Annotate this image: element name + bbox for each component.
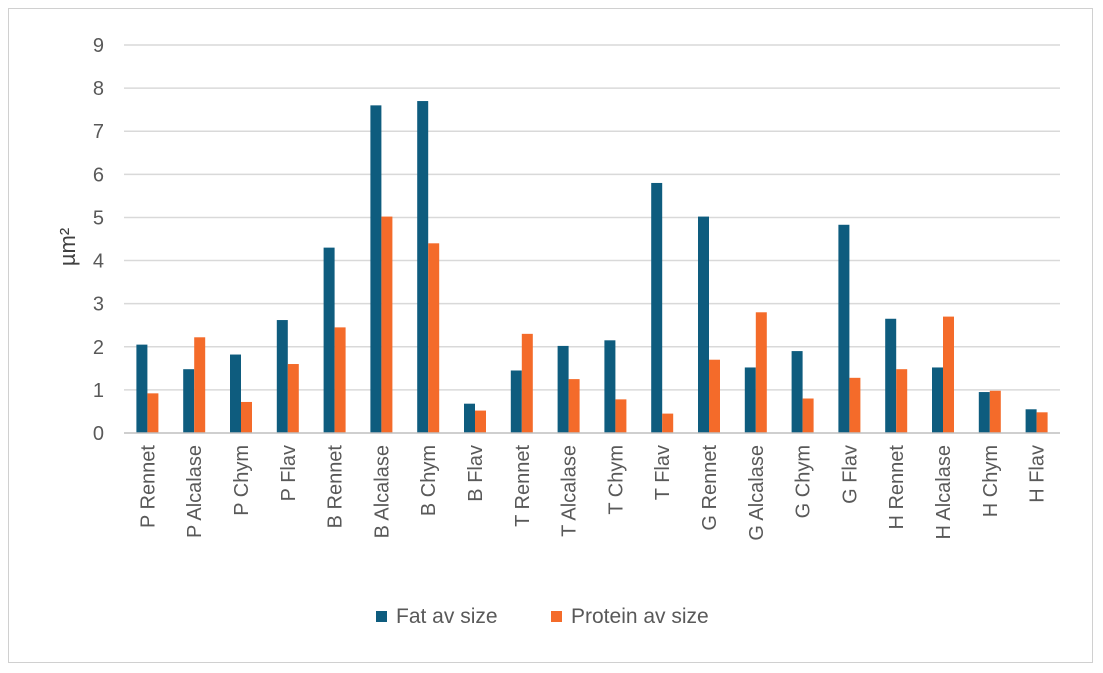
bar-fat-av-size [1025,409,1037,433]
bar-fat-av-size [276,320,288,433]
bar-fat-av-size [978,392,990,433]
bar-fat-av-size [604,340,616,433]
x-tick-label: T Chym [605,445,627,515]
bar-protein-av-size [194,337,206,433]
bar-fat-av-size [370,105,382,433]
bar-protein-av-size [1036,412,1048,433]
bar-protein-av-size [943,316,954,433]
bar-fat-av-size [885,318,897,433]
legend-swatch [376,611,387,622]
y-tick-label: 8 [93,78,104,100]
bar-fat-av-size [417,101,429,434]
y-tick-label: 0 [93,423,104,445]
bar-protein-av-size [521,333,533,433]
bar-fat-av-size [464,403,475,433]
bar-protein-av-size [989,390,1001,433]
y-axis-label: µm² [55,228,80,266]
bar-fat-av-size [230,354,241,433]
y-tick-label: 3 [93,294,104,316]
x-tick-label: T Rennet [512,445,534,527]
x-tick-label: H Rennet [886,445,908,530]
x-tick-label: T Flav [652,445,674,500]
bar-fat-av-size [183,369,195,433]
bar-fat-av-size [557,345,569,433]
bar-fat-av-size [510,370,522,433]
bar-protein-av-size [802,398,814,433]
x-tick-label: B Chym [418,445,440,516]
x-tick-label: B Alcalase [371,445,393,538]
x-tick-label: B Flav [465,445,487,502]
bar-fat-av-size [698,216,709,433]
y-tick-label: 7 [93,121,104,143]
bar-protein-av-size [334,327,346,433]
legend-item: Fat av size [376,605,498,628]
chart-frame [8,8,1093,663]
y-tick-label: 4 [93,251,104,273]
bar-protein-av-size [615,399,627,433]
x-tick-label: G Alcalase [746,445,768,541]
x-tick-label: P Rennet [137,445,159,528]
bar-protein-av-size [475,410,486,433]
y-tick-label: 6 [93,164,104,186]
bar-protein-av-size [568,379,580,433]
x-tick-label: P Flav [278,445,300,501]
x-tick-label: G Flav [839,445,861,504]
x-tick-label: G Chym [793,445,815,518]
bar-protein-av-size [241,401,252,433]
bar-fat-av-size [932,367,943,433]
x-tick-label: H Chym [980,445,1002,517]
bar-protein-av-size [147,393,159,433]
bar-fat-av-size [838,224,850,433]
x-tick-label: P Chym [231,445,253,516]
bars [136,101,1048,434]
legend: Fat av size Protein av size [376,605,709,628]
legend-label: Protein av size [571,605,709,628]
x-tick-label: T Alcalase [559,445,581,537]
y-tick-label: 9 [93,35,104,57]
bar-protein-av-size [662,413,674,433]
legend-label: Fat av size [396,605,498,628]
bar-fat-av-size [136,344,148,433]
bar-fat-av-size [323,247,335,433]
bar-protein-av-size [896,369,908,433]
gridlines [124,44,1060,391]
y-tick-label: 5 [93,207,104,229]
bar-protein-av-size [381,216,393,433]
y-tick-label: 1 [93,380,104,402]
x-tick-label: B Rennet [325,445,347,529]
bar-fat-av-size [651,182,663,433]
bar-protein-av-size [849,377,861,433]
legend-item: Protein av size [551,605,709,628]
x-tick-label: G Rennet [699,445,721,531]
legend-swatch [551,611,562,622]
x-axis-ticks: P Rennet P Alcalase P Chym P Flav B Rennet B … [137,445,1048,541]
y-axis-ticks: 0 1 2 3 4 5 6 7 8 9 [93,35,104,445]
bar-fat-av-size [744,367,756,433]
bar-protein-av-size [287,364,299,433]
bar-fat-av-size [791,351,803,433]
x-tick-label: P Alcalase [184,445,206,538]
bar-protein-av-size [709,359,720,433]
y-tick-label: 2 [93,337,104,359]
x-tick-label: H Alcalase [933,445,955,540]
bar-protein-av-size [428,243,440,433]
x-tick-label: H Flav [1027,445,1049,503]
bar-protein-av-size [755,312,767,433]
